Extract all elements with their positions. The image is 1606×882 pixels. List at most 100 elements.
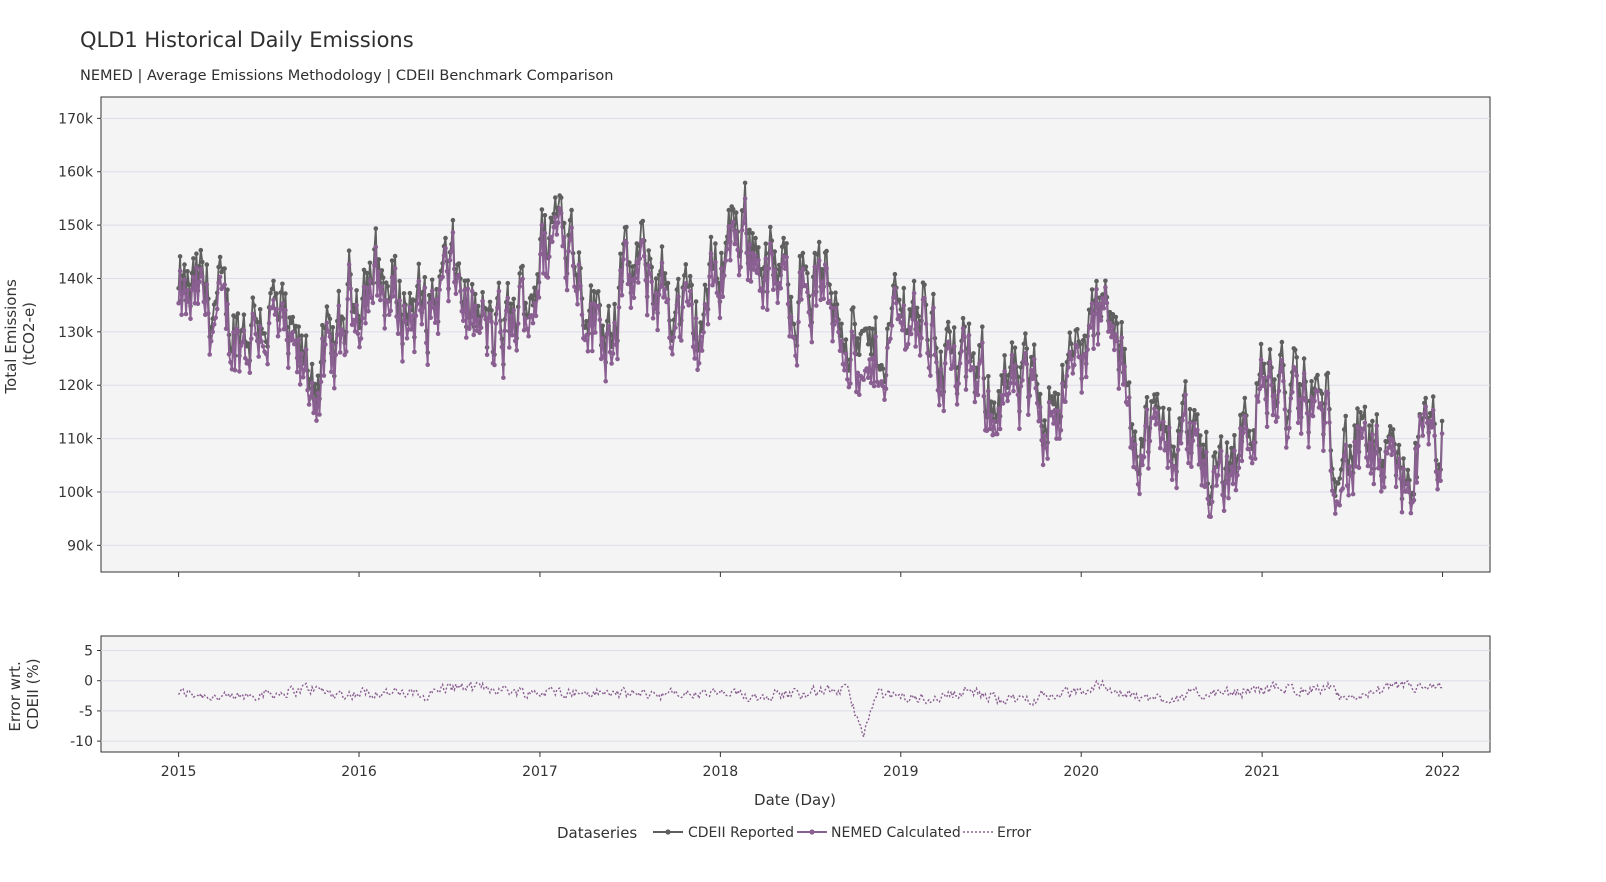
- series-nemed-calculated-point: [1235, 472, 1240, 478]
- series-cdeii-reported-point: [1080, 337, 1086, 343]
- series-nemed-calculated-point: [243, 355, 248, 361]
- series-nemed-calculated-point: [677, 334, 683, 340]
- series-nemed-calculated-point: [421, 305, 426, 310]
- series-nemed-calculated-point: [1247, 446, 1252, 452]
- series-nemed-calculated-point: [1211, 469, 1216, 475]
- series-cdeii-reported-point: [1195, 412, 1200, 417]
- series-cdeii-reported-point: [1103, 278, 1108, 284]
- series-nemed-calculated-point: [1361, 426, 1366, 432]
- series-nemed-calculated-point: [1184, 446, 1190, 452]
- series-nemed-calculated-point: [656, 292, 662, 298]
- series-cdeii-reported-point: [674, 287, 680, 292]
- series-nemed-calculated-point: [489, 319, 494, 325]
- series-cdeii-reported-point: [1067, 330, 1073, 336]
- series-nemed-calculated-point: [947, 344, 952, 350]
- series-cdeii-reported-point: [542, 213, 548, 218]
- series-nemed-calculated-point: [699, 348, 705, 353]
- series-nemed-calculated-point: [1129, 436, 1135, 442]
- series-cdeii-reported-point: [640, 218, 646, 224]
- series-cdeii-reported-point: [324, 304, 330, 309]
- series-cdeii-reported-point: [931, 291, 936, 297]
- series-nemed-calculated-point: [1427, 418, 1433, 424]
- series-cdeii-reported-point: [1251, 428, 1256, 433]
- series-nemed-calculated-point: [1273, 419, 1279, 424]
- series-cdeii-reported-point: [986, 374, 991, 379]
- series-nemed-calculated-point: [1168, 459, 1173, 464]
- series-cdeii-reported-point: [750, 231, 755, 236]
- series-cdeii-reported-point: [892, 271, 898, 277]
- series-nemed-calculated-point: [725, 246, 730, 252]
- series-nemed-calculated-point: [1120, 382, 1126, 387]
- series-nemed-calculated-point: [1279, 358, 1285, 363]
- series-nemed-calculated-point: [963, 387, 969, 392]
- series-nemed-calculated-point: [1011, 388, 1016, 394]
- series-cdeii-reported-point: [487, 299, 493, 305]
- series-nemed-calculated-point: [1190, 438, 1196, 444]
- series-nemed-calculated-point: [443, 246, 448, 251]
- series-nemed-calculated-point: [935, 387, 941, 393]
- series-cdeii-reported-point: [278, 290, 284, 295]
- series-nemed-calculated-point: [419, 321, 425, 327]
- series-nemed-calculated-point: [345, 296, 351, 302]
- series-nemed-calculated-point: [392, 266, 398, 271]
- series-nemed-calculated-point: [575, 302, 580, 307]
- series-nemed-calculated-point: [349, 322, 355, 328]
- series-nemed-calculated-point: [690, 344, 696, 350]
- series-cdeii-reported-point: [567, 218, 573, 223]
- series-nemed-calculated-point: [1125, 402, 1130, 407]
- x-axis-title: Date (Day): [754, 791, 836, 809]
- x-tick-label: 2016: [341, 764, 377, 780]
- series-nemed-calculated-point: [908, 331, 914, 337]
- series-cdeii-reported-point: [1294, 355, 1299, 360]
- series-nemed-calculated-point: [1343, 442, 1348, 448]
- series-nemed-calculated-point: [495, 305, 500, 311]
- series-nemed-calculated-point: [682, 286, 687, 292]
- series-cdeii-reported-point: [713, 241, 718, 246]
- series-cdeii-reported-point: [624, 224, 629, 230]
- error-gridlines: [101, 650, 1490, 742]
- series-cdeii-reported-point: [852, 321, 858, 327]
- series-nemed-calculated-point: [1107, 320, 1113, 326]
- series-nemed-calculated-point: [1135, 481, 1141, 487]
- series-cdeii-reported-point: [1002, 353, 1007, 358]
- series-cdeii-reported-point: [269, 286, 275, 292]
- series-nemed-calculated-point: [1137, 491, 1142, 497]
- series-nemed-calculated-point: [1379, 489, 1384, 494]
- series-nemed-calculated-point: [372, 263, 377, 268]
- series-nemed-calculated-point: [1229, 464, 1234, 470]
- series-nemed-calculated-point: [1303, 398, 1308, 403]
- series-nemed-calculated-point: [655, 327, 660, 333]
- series-nemed-calculated-point: [723, 258, 729, 263]
- series-nemed-calculated-point: [911, 290, 917, 296]
- series-nemed-calculated-point: [1333, 511, 1338, 516]
- series-nemed-calculated-point: [560, 243, 565, 249]
- series-nemed-calculated-point: [369, 295, 374, 301]
- series-nemed-calculated-point: [1298, 431, 1304, 436]
- series-cdeii-reported-point: [416, 261, 422, 267]
- series-nemed-calculated-point: [461, 318, 466, 324]
- series-cdeii-reported-point: [1211, 454, 1216, 459]
- series-nemed-calculated-point: [283, 307, 288, 313]
- series-nemed-calculated-point: [1118, 361, 1123, 366]
- series-nemed-calculated-point: [1079, 390, 1084, 395]
- series-nemed-calculated-point: [526, 333, 531, 339]
- series-cdeii-reported-point: [182, 262, 187, 267]
- series-cdeii-reported-point: [704, 287, 709, 293]
- series-cdeii-reported-point: [646, 248, 651, 253]
- series-cdeii-reported-point: [676, 276, 681, 282]
- series-nemed-calculated-point: [520, 276, 525, 282]
- series-cdeii-reported-point: [1069, 341, 1074, 347]
- series-cdeii-reported-point: [665, 280, 671, 286]
- series-cdeii-reported-point: [1374, 412, 1380, 417]
- series-nemed-calculated-point: [404, 336, 410, 341]
- series-cdeii-reported-point: [1018, 365, 1024, 370]
- series-nemed-calculated-point: [865, 375, 871, 381]
- series-nemed-calculated-point: [610, 351, 616, 356]
- series-nemed-calculated-point: [957, 361, 963, 366]
- series-cdeii-reported-point: [469, 281, 475, 287]
- series-cdeii-reported-point: [916, 314, 921, 319]
- series-nemed-calculated-point: [733, 229, 739, 235]
- series-nemed-calculated-point: [477, 330, 482, 336]
- series-cdeii-reported-point: [309, 361, 315, 367]
- series-cdeii-reported-point: [683, 262, 689, 267]
